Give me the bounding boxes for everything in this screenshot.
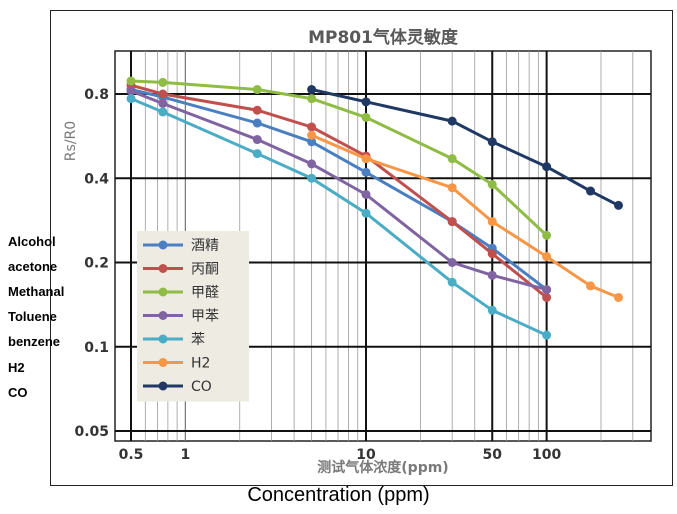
data-point-6: [447, 116, 457, 126]
x-tick-label: 10: [356, 447, 376, 463]
data-point-4: [447, 277, 457, 287]
series-line-2: [130, 79, 548, 237]
chart-title: MP801气体灵敏度: [308, 27, 459, 48]
tick-labels: 0.5 1 10 50 100 0.8 0.4 0.2 0.1 0.05: [74, 87, 561, 463]
legend-entry: 酒精: [191, 238, 219, 254]
data-point-1: [487, 249, 497, 259]
x-axis-label: 测试气体浓度(ppm): [317, 459, 448, 476]
x-tick-label: 0.5: [119, 447, 144, 463]
data-point-0: [252, 118, 262, 128]
data-point-0: [361, 167, 371, 177]
data-point-6: [586, 186, 596, 196]
data-point-4: [361, 208, 371, 218]
data-point-0: [307, 137, 317, 147]
data-point-3: [126, 86, 136, 96]
data-point-5: [447, 183, 457, 193]
legend-swatch-marker: [158, 334, 168, 344]
legend-swatch-marker: [158, 311, 168, 320]
concentration-caption: Concentration (ppm): [247, 484, 430, 506]
legend-swatch-marker: [158, 381, 168, 391]
data-point-4: [487, 305, 497, 315]
data-point-4: [126, 94, 136, 104]
data-point-3: [542, 285, 552, 295]
data-point-6: [614, 200, 624, 210]
legend-entry: H2: [191, 356, 210, 372]
legend-entry: 甲苯: [191, 308, 219, 325]
data-point-2: [361, 112, 371, 122]
data-point-3: [487, 270, 497, 280]
side-label-toluene: Toluene: [8, 309, 57, 324]
side-label-h2: H2: [8, 360, 25, 375]
data-point-2: [307, 94, 317, 104]
chart-frame: MP801气体灵敏度 Rs/R0 测试气体浓度(ppm) 0.5 1 10 50 100…: [50, 10, 673, 486]
legend-entry: 甲醛: [191, 285, 219, 301]
y-tick-label: 0.1: [84, 340, 109, 356]
data-point-5: [487, 217, 497, 227]
data-point-1: [158, 89, 168, 99]
data-point-6: [487, 137, 497, 147]
data-point-2: [252, 85, 262, 95]
data-point-5: [614, 292, 624, 302]
series-line-0: [130, 88, 548, 291]
side-label-acetone: acetone: [8, 259, 58, 274]
side-label-benzene: benzene: [8, 334, 61, 349]
legend-entry: 苯: [191, 331, 205, 348]
data-point-2: [126, 76, 136, 86]
x-tick-label: 50: [483, 447, 503, 463]
series-line-1: [130, 83, 548, 299]
legend-entry: CO: [191, 379, 212, 395]
legend-swatch-marker: [158, 240, 168, 250]
data-point-3: [361, 189, 371, 199]
data-point-2: [542, 230, 552, 240]
data-point-4: [542, 330, 552, 340]
data-point-5: [586, 281, 596, 291]
data-point-3: [158, 98, 168, 108]
data-point-1: [252, 105, 262, 115]
y-tick-label: 0.2: [84, 256, 109, 272]
data-point-4: [252, 149, 262, 159]
data-point-4: [307, 173, 317, 183]
side-label-co: CO: [8, 385, 28, 400]
side-label-alcohol: Alcohol: [8, 234, 56, 249]
side-label-methanal: Methanal: [8, 284, 65, 299]
series-line-3: [130, 89, 547, 292]
y-axis-label: Rs/R0: [63, 121, 79, 161]
series-line-4: [130, 97, 548, 337]
data-point-1: [447, 217, 457, 227]
data-point-2: [158, 77, 168, 87]
data-point-6: [307, 85, 317, 95]
data-point-1: [307, 122, 317, 132]
data-point-6: [361, 97, 371, 107]
data-point-1: [542, 292, 552, 302]
data-point-2: [487, 179, 497, 189]
legend-swatch-marker: [158, 264, 168, 273]
gas-sensitivity-chart: MP801气体灵敏度 Rs/R0 测试气体浓度(ppm) 0.5 1 10 50 100…: [63, 27, 652, 476]
data-point-4: [158, 107, 168, 117]
x-tick-label: 1: [180, 447, 190, 463]
legend-swatch-marker: [158, 287, 168, 297]
data-series: [126, 76, 624, 340]
data-point-3: [252, 135, 262, 145]
legend-entry: 丙酮: [191, 262, 219, 278]
y-tick-label: 0.05: [74, 424, 109, 440]
data-point-5: [361, 154, 371, 164]
data-point-5: [542, 252, 552, 262]
y-tick-label: 0.8: [84, 87, 109, 103]
y-tick-label: 0.4: [84, 171, 109, 187]
data-point-5: [307, 130, 317, 140]
data-point-2: [447, 154, 457, 164]
data-point-3: [307, 159, 317, 169]
legend-swatch-marker: [158, 358, 168, 367]
data-point-3: [447, 258, 457, 267]
data-point-6: [542, 162, 552, 172]
x-tick-label: 100: [532, 447, 561, 463]
